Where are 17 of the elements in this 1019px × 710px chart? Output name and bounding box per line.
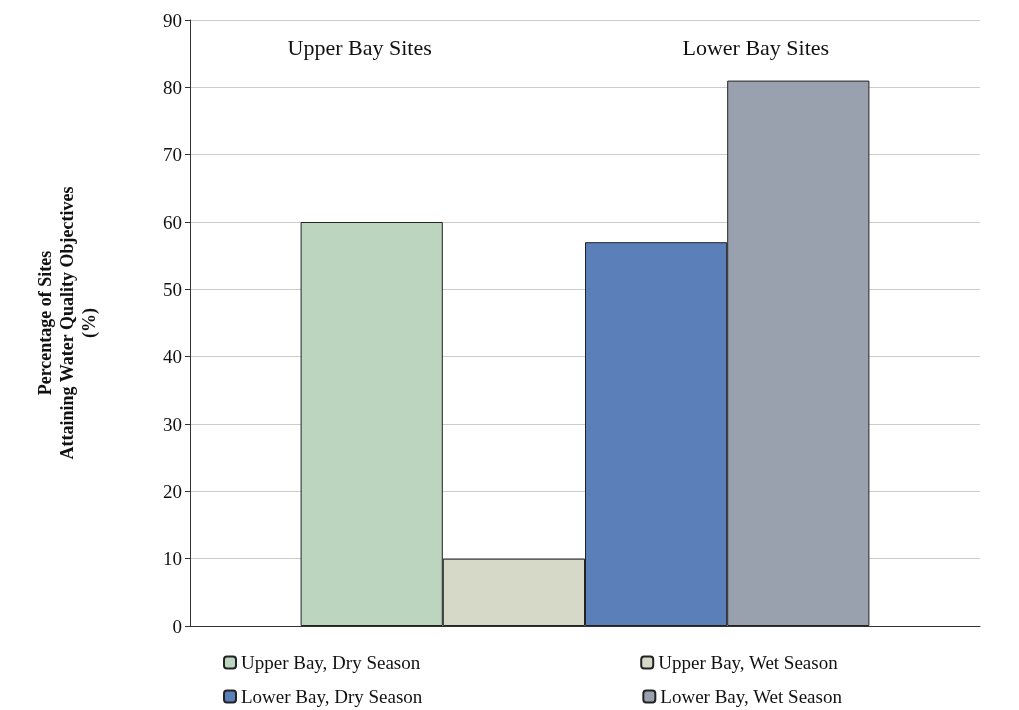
y-tick-label: 60	[163, 211, 182, 233]
y-tick-label: 0	[172, 615, 182, 637]
y-axis-title: Percentage of Sites Attaining Water Quality Objectives (%)	[35, 186, 100, 460]
legend-label: Upper Bay, Wet Season	[658, 652, 839, 673]
legend-label: Lower Bay, Wet Season	[660, 686, 843, 707]
y-tick-label: 10	[163, 548, 182, 570]
y-tick-label: 70	[163, 144, 182, 166]
y-tick-label: 40	[163, 346, 182, 368]
annotation: Lower Bay Sites	[682, 34, 830, 60]
y-tick-label: 50	[163, 278, 182, 300]
annotation: Upper Bay Sites	[287, 34, 432, 60]
y-tick-label: 20	[163, 480, 182, 502]
legend-label: Lower Bay, Dry Season	[241, 686, 423, 707]
y-tick-label: 30	[163, 413, 182, 435]
legend-label: Upper Bay, Dry Season	[241, 652, 421, 673]
y-tick-label: 80	[163, 76, 182, 98]
y-tick-label: 90	[163, 9, 182, 31]
